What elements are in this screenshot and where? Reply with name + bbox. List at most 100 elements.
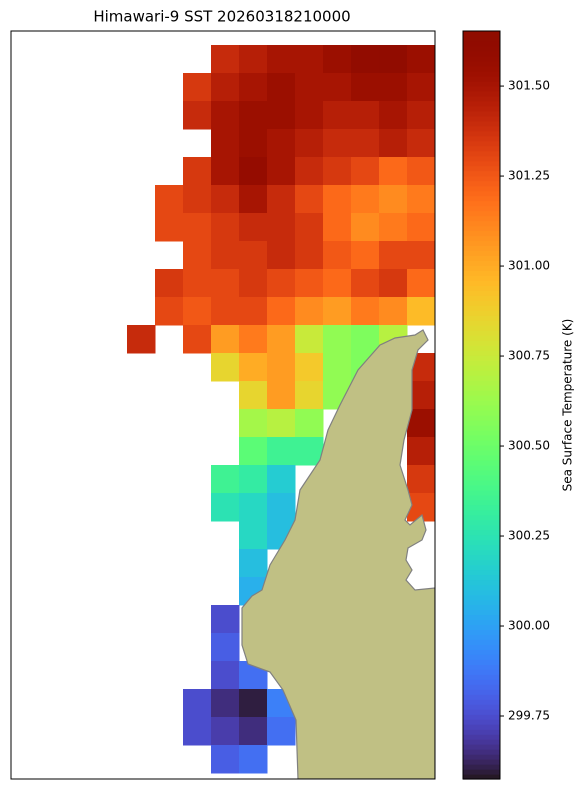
colorbar-step (463, 240, 500, 247)
sst-cell (323, 297, 352, 326)
sst-cell (267, 73, 296, 102)
colorbar-step (463, 305, 500, 311)
colorbar-step (463, 679, 500, 685)
sst-cell (407, 297, 435, 326)
colorbar-step (463, 514, 500, 521)
sst-cell (239, 549, 268, 578)
sst-cell (379, 73, 408, 102)
colorbar-step (463, 674, 500, 680)
colorbar-step (463, 744, 500, 750)
colorbar-step (463, 95, 500, 102)
colorbar-step (463, 574, 500, 581)
sst-cell (239, 717, 268, 746)
sst-cell (323, 353, 352, 382)
colorbar-step (463, 719, 500, 725)
sst-cell (267, 437, 296, 466)
sst-cell (295, 213, 324, 242)
colorbar-step (463, 764, 500, 770)
colorbar-step (463, 494, 500, 501)
sst-cell (183, 241, 212, 270)
sst-cell (323, 45, 352, 74)
colorbar-step (463, 300, 500, 306)
sst-cell (323, 269, 352, 298)
colorbar-step (463, 170, 500, 177)
sst-cell (211, 745, 240, 774)
sst-cell (407, 45, 435, 74)
sst-cell (267, 325, 296, 354)
sst-cell (267, 129, 296, 158)
map-frame (10, 30, 436, 780)
colorbar-step (463, 474, 500, 481)
colorbar-step (463, 365, 500, 371)
sst-cell (407, 241, 435, 270)
colorbar-step (463, 639, 500, 645)
colorbar-step (463, 60, 500, 67)
colorbar-step (463, 31, 500, 37)
sst-cell (295, 269, 324, 298)
colorbar-step (463, 434, 500, 441)
colorbar-tick-label: 301.50 (508, 79, 550, 93)
sst-cell (239, 297, 268, 326)
colorbar-step (463, 774, 500, 780)
colorbar-step (463, 414, 500, 421)
sst-cell (351, 297, 380, 326)
sst-cell (155, 185, 184, 214)
sst-cell (211, 297, 240, 326)
sst-cell (379, 101, 408, 130)
colorbar-step (463, 554, 500, 561)
colorbar-step (463, 400, 500, 406)
colorbar-step (463, 734, 500, 740)
colorbar-step (463, 459, 500, 466)
sst-cell (267, 465, 296, 494)
colorbar-step (463, 599, 500, 606)
colorbar-step (463, 315, 500, 321)
sst-cell (267, 353, 296, 382)
colorbar-step (463, 439, 500, 446)
colorbar-step (463, 714, 500, 720)
colorbar-step (463, 704, 500, 710)
colorbar-step (463, 160, 500, 167)
sst-cell (211, 269, 240, 298)
sst-cell (351, 213, 380, 242)
sst-cell (211, 605, 240, 634)
colorbar-step (463, 355, 500, 361)
sst-cell (295, 353, 324, 382)
sst-cell (295, 73, 324, 102)
sst-cell (295, 437, 324, 466)
colorbar-step (463, 325, 500, 331)
sst-cell (323, 129, 352, 158)
colorbar-step (463, 419, 500, 426)
sst-cell (211, 101, 240, 130)
sst-cell (239, 325, 268, 354)
colorbar-step (463, 669, 500, 675)
colorbar-tick-label: 301.00 (508, 259, 550, 273)
sst-cell (407, 185, 435, 214)
sst-cell (295, 409, 324, 438)
colorbar-step (463, 140, 500, 147)
colorbar-step (463, 634, 500, 640)
colorbar-step (463, 395, 500, 401)
colorbar-step (463, 659, 500, 665)
colorbar-step (463, 629, 500, 635)
sst-cell (183, 717, 212, 746)
colorbar-step (463, 424, 500, 431)
sst-cell (295, 297, 324, 326)
colorbar-step (463, 145, 500, 152)
sst-cell (407, 101, 435, 130)
sst-cell (183, 213, 212, 242)
sst-grid (127, 45, 435, 774)
sst-cell (239, 213, 268, 242)
colorbar-step (463, 75, 500, 82)
colorbar-step (463, 484, 500, 491)
colorbar-step (463, 409, 500, 416)
colorbar-step (463, 135, 500, 142)
colorbar-step (463, 539, 500, 546)
colorbar-step (463, 564, 500, 571)
sst-cell (351, 129, 380, 158)
colorbar-step (463, 50, 500, 57)
sst-cell (351, 157, 380, 186)
sst-cell (239, 129, 268, 158)
sst-cell (407, 157, 435, 186)
colorbar-step (463, 504, 500, 511)
